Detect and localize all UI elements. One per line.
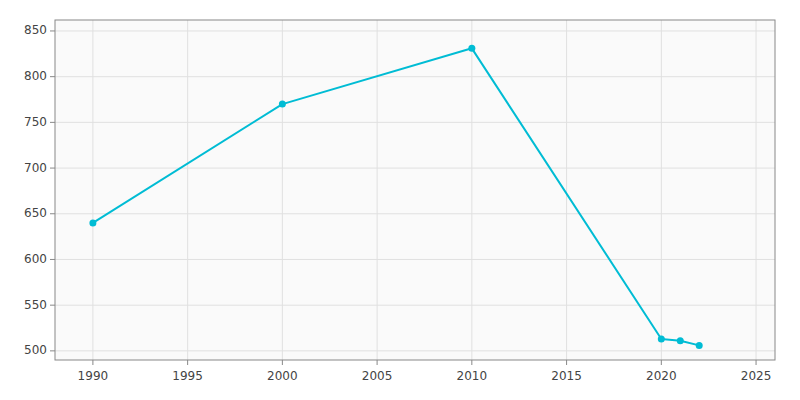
y-tick xyxy=(50,259,55,260)
x-tick xyxy=(661,360,662,365)
grid xyxy=(55,20,775,360)
y-tick-label: 500 xyxy=(24,343,47,357)
x-tick-label: 2000 xyxy=(267,369,298,383)
x-grid-line xyxy=(377,20,378,360)
y-tick-label: 650 xyxy=(24,206,47,220)
y-grid-line xyxy=(55,122,775,123)
x-tick-label: 1995 xyxy=(172,369,203,383)
x-tick xyxy=(377,360,378,365)
x-tick-label: 2025 xyxy=(741,369,772,383)
y-tick-label: 700 xyxy=(24,161,47,175)
x-tick xyxy=(187,360,188,365)
point xyxy=(677,337,684,344)
x-tick-label: 2015 xyxy=(551,369,582,383)
x-grid-line xyxy=(566,20,567,360)
x-tick-label: 2010 xyxy=(457,369,488,383)
x-grid-line xyxy=(756,20,757,360)
y-grid-line xyxy=(55,168,775,169)
data-layer xyxy=(89,45,702,349)
x-tick xyxy=(756,360,757,365)
x-grid-line xyxy=(187,20,188,360)
y-tick-label: 600 xyxy=(24,252,47,266)
x-grid-line xyxy=(661,20,662,360)
y-grid-line xyxy=(55,76,775,77)
plot-frame xyxy=(55,20,775,360)
point xyxy=(658,335,665,342)
y-tick xyxy=(50,305,55,306)
y-grid-line xyxy=(55,30,775,31)
x-tick xyxy=(471,360,472,365)
x-tick xyxy=(92,360,93,365)
y-tick xyxy=(50,30,55,31)
x-grid-line xyxy=(92,20,93,360)
axes: 500 550 600 650 700 750 800 850 1990 1995 2000 2005… xyxy=(24,23,771,383)
x-tick-label: 1990 xyxy=(78,369,109,383)
y-tick-label: 550 xyxy=(24,298,47,312)
chart-container: 500 550 600 650 700 750 800 850 1990 1995 2000 2005… xyxy=(0,0,800,400)
x-grid-line xyxy=(471,20,472,360)
y-grid-line xyxy=(55,350,775,351)
plot-background xyxy=(55,20,775,360)
point xyxy=(468,45,475,52)
point xyxy=(696,342,703,349)
y-tick xyxy=(50,350,55,351)
y-tick xyxy=(50,168,55,169)
x-grid-line xyxy=(282,20,283,360)
x-tick xyxy=(566,360,567,365)
point xyxy=(279,101,286,108)
line xyxy=(93,48,699,345)
y-tick xyxy=(50,213,55,214)
chart-svg: 500 550 600 650 700 750 800 850 1990 1995 2000 2005… xyxy=(0,0,800,400)
y-tick-label: 800 xyxy=(24,69,47,83)
y-grid-line xyxy=(55,259,775,260)
y-grid-line xyxy=(55,213,775,214)
y-tick xyxy=(50,76,55,77)
y-tick-label: 750 xyxy=(24,115,47,129)
x-tick-label: 2020 xyxy=(646,369,677,383)
y-grid-line xyxy=(55,305,775,306)
point xyxy=(89,219,96,226)
x-tick-label: 2005 xyxy=(362,369,393,383)
y-tick xyxy=(50,122,55,123)
y-tick-label: 850 xyxy=(24,23,47,37)
x-tick xyxy=(282,360,283,365)
